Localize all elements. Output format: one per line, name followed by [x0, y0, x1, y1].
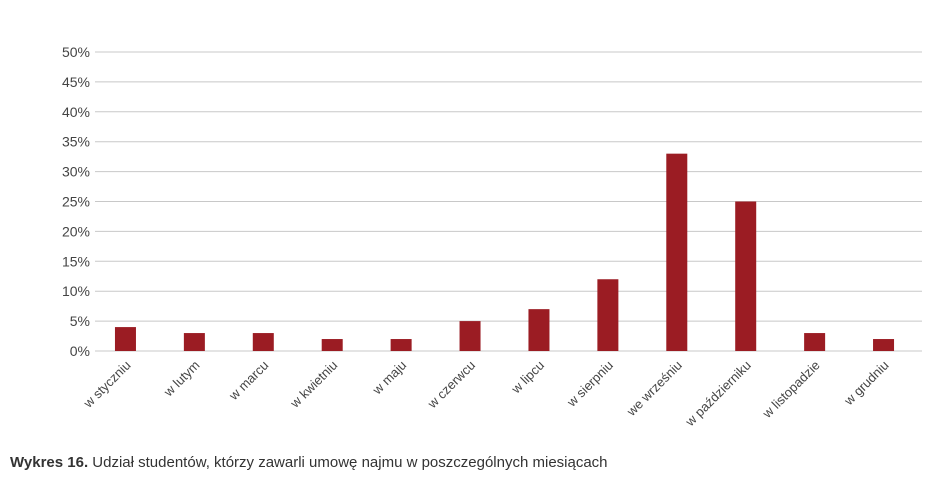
y-tick-label: 5% [70, 313, 90, 329]
x-tick-label: w listopadzie [759, 358, 823, 422]
x-axis-ticks: w styczniu w lutym w marcu w kwietniu w maju… [80, 358, 892, 430]
y-tick-label: 50% [62, 44, 90, 60]
y-tick-label: 30% [62, 164, 90, 180]
bar [666, 153, 688, 351]
x-tick-label: w styczniu [80, 358, 134, 412]
grid [95, 51, 922, 352]
bar [735, 201, 757, 351]
y-tick-label: 35% [62, 134, 90, 150]
bar [114, 327, 136, 351]
x-tick-label: w październiku [682, 358, 754, 430]
x-tick-label: we wrześniu [623, 358, 685, 420]
y-tick-label: 20% [62, 223, 90, 239]
bar [459, 321, 481, 351]
caption-text: Udział studentów, którzy zawarli umowę n… [88, 454, 608, 471]
x-tick-label: w lutym [160, 358, 202, 400]
bar [804, 333, 826, 351]
bar [183, 333, 205, 351]
y-tick-label: 25% [62, 194, 90, 210]
x-tick-label: w grudniu [840, 358, 891, 409]
y-axis-ticks: 0% 5% 10% 15% 20% 25% 30% 35% 40% 45% 50% [62, 44, 90, 359]
bar [390, 339, 412, 351]
y-tick-label: 10% [62, 283, 90, 299]
bar [321, 339, 343, 351]
bar [873, 339, 895, 351]
x-tick-label: w czerwcu [424, 358, 478, 412]
y-tick-label: 40% [62, 104, 90, 120]
chart-caption: Wykres 16. Udział studentów, którzy zawa… [10, 454, 608, 471]
bars [114, 153, 895, 351]
x-tick-label: w lipcu [508, 358, 547, 397]
bar [528, 309, 550, 351]
bar [597, 279, 619, 351]
y-tick-label: 0% [70, 343, 90, 359]
bar [252, 333, 274, 351]
caption-label: Wykres 16. [10, 454, 89, 471]
y-tick-label: 45% [62, 74, 90, 90]
x-tick-label: w marcu [225, 358, 271, 404]
x-tick-label: w kwietniu [287, 358, 341, 412]
x-tick-label: w maju [369, 358, 409, 398]
y-tick-label: 15% [62, 253, 90, 269]
x-tick-label: w sierpniu [563, 358, 616, 411]
